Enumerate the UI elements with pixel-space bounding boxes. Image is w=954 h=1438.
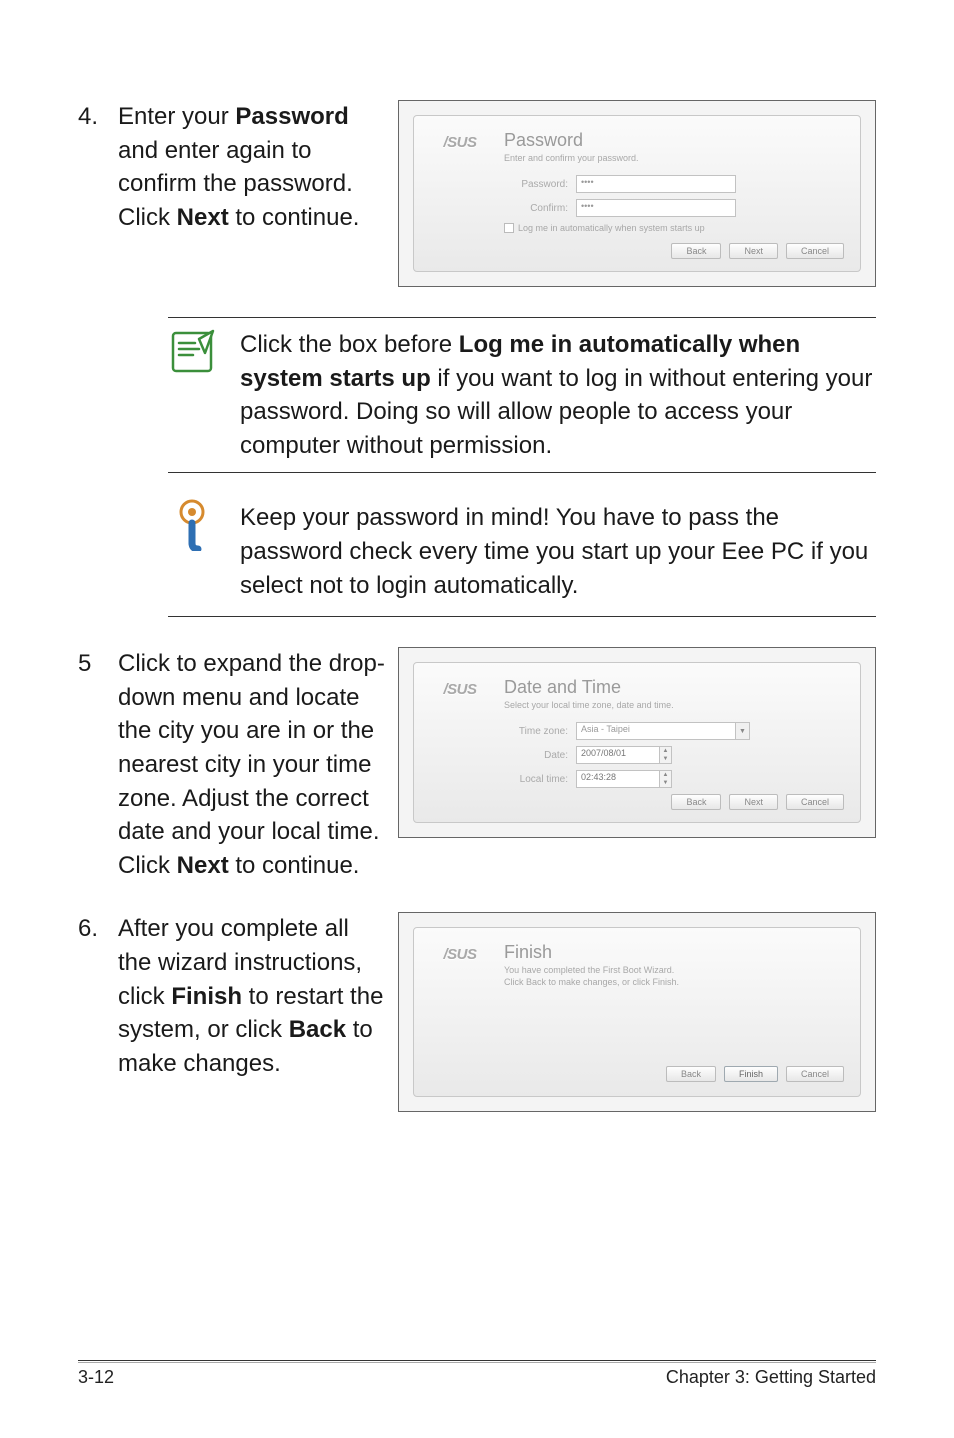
asus-logo: /SUS	[430, 130, 490, 154]
chapter-title: Chapter 3: Getting Started	[666, 1367, 876, 1388]
password-input[interactable]: ••••	[576, 175, 736, 193]
step-number: 6.	[78, 912, 118, 946]
confirm-input[interactable]: ••••	[576, 199, 736, 217]
localtime-label: Local time:	[504, 774, 576, 785]
screenshot-password: /SUS Password Enter and confirm your pas…	[398, 100, 876, 287]
auto-login-label: Log me in automatically when system star…	[518, 223, 705, 233]
note-text: Click the box before Log me in automatic…	[240, 328, 876, 462]
step-number: 5	[78, 647, 118, 681]
time-stepper[interactable]: ▲▼	[660, 770, 672, 788]
step-text: Enter your Password and enter again to c…	[118, 100, 398, 234]
note-icon	[168, 328, 216, 376]
dialog-subtitle: Select your local time zone, date and ti…	[504, 700, 844, 710]
date-label: Date:	[504, 750, 576, 761]
page-number: 3-12	[78, 1367, 114, 1388]
cancel-button[interactable]: Cancel	[786, 1066, 844, 1082]
confirm-label: Confirm:	[504, 203, 576, 214]
back-button[interactable]: Back	[666, 1066, 716, 1082]
step-text: After you complete all the wizard instru…	[118, 912, 398, 1080]
step-number: 4.	[78, 100, 118, 134]
time-input[interactable]: 02:43:28	[576, 770, 660, 788]
finish-button[interactable]: Finish	[724, 1066, 778, 1082]
chevron-down-icon[interactable]: ▼	[736, 722, 750, 740]
tip-text: Keep your password in mind! You have to …	[240, 501, 876, 602]
step-text: Click to expand the drop-down menu and l…	[118, 647, 398, 882]
password-label: Password:	[504, 179, 576, 190]
dialog-subtitle: Enter and confirm your password.	[504, 153, 844, 163]
dialog-title: Finish	[504, 942, 844, 963]
next-button[interactable]: Next	[729, 794, 778, 810]
date-stepper[interactable]: ▲▼	[660, 746, 672, 764]
back-button[interactable]: Back	[671, 794, 721, 810]
dialog-title: Date and Time	[504, 677, 844, 698]
asus-logo: /SUS	[430, 942, 490, 966]
date-input[interactable]: 2007/08/01	[576, 746, 660, 764]
cancel-button[interactable]: Cancel	[786, 243, 844, 259]
next-button[interactable]: Next	[729, 243, 778, 259]
screenshot-finish: /SUS Finish You have completed the First…	[398, 912, 876, 1112]
cancel-button[interactable]: Cancel	[786, 794, 844, 810]
tip-icon	[168, 501, 216, 549]
dialog-subtitle-2: Click Back to make changes, or click Fin…	[504, 977, 844, 987]
asus-logo: /SUS	[430, 677, 490, 701]
timezone-select[interactable]: Asia - Taipei	[576, 722, 736, 740]
dialog-subtitle: You have completed the First Boot Wizard…	[504, 965, 844, 975]
auto-login-checkbox[interactable]	[504, 223, 514, 233]
screenshot-datetime: /SUS Date and Time Select your local tim…	[398, 647, 876, 838]
back-button[interactable]: Back	[671, 243, 721, 259]
timezone-label: Time zone:	[504, 726, 576, 737]
dialog-title: Password	[504, 130, 844, 151]
